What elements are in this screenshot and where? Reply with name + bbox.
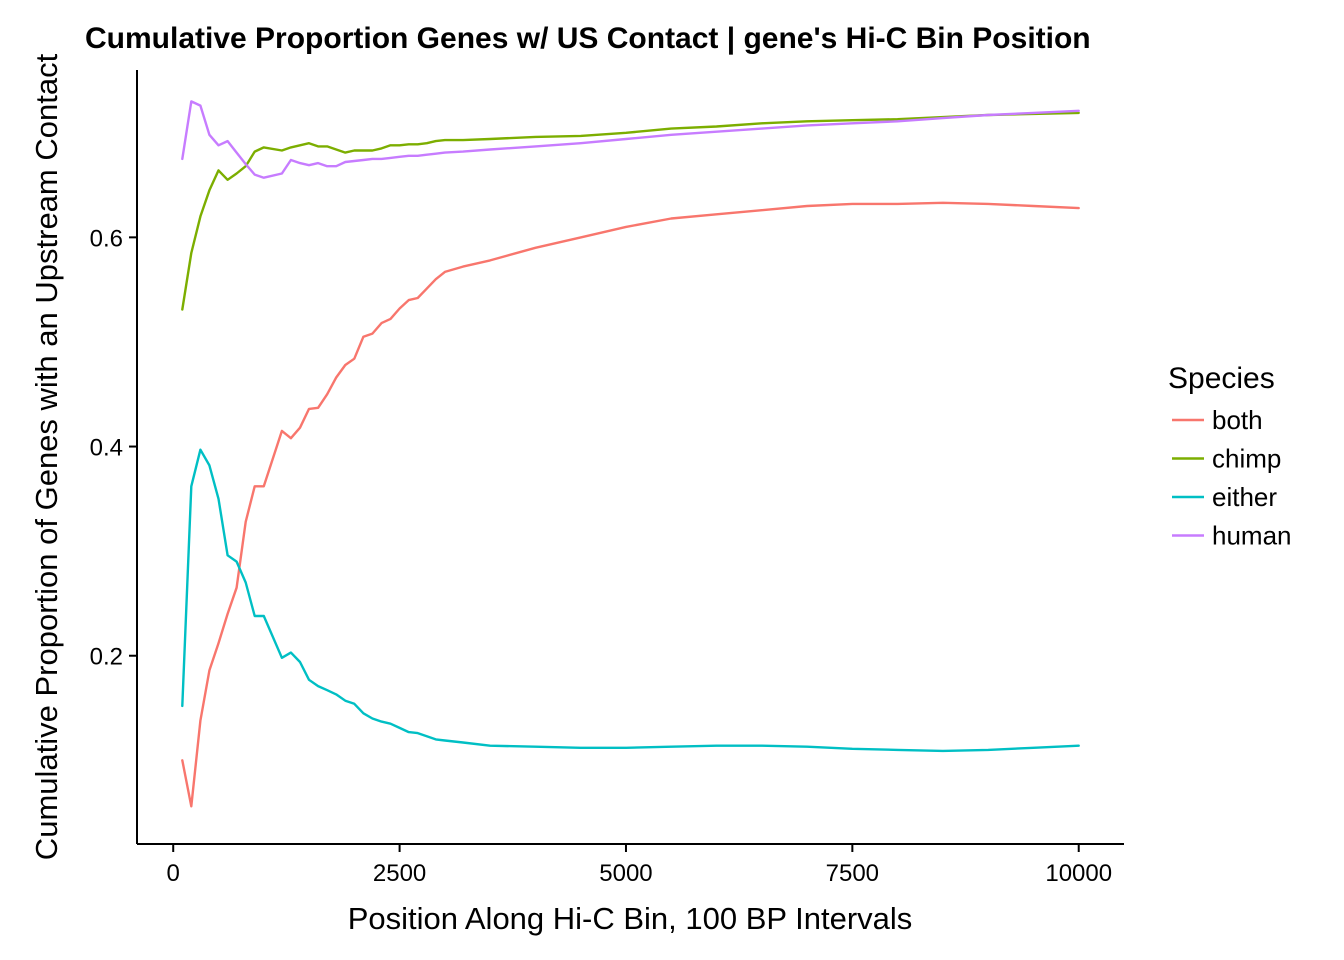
- x-tick-label: 5000: [599, 860, 652, 887]
- x-tick-label: 10000: [1045, 860, 1112, 887]
- plot-area: [181, 100, 1080, 808]
- legend-label-either: either: [1212, 482, 1277, 512]
- legend-label-both: both: [1212, 405, 1263, 435]
- legend-label-human: human: [1212, 521, 1292, 551]
- series-line-either: [181, 448, 1080, 753]
- legend-label-chimp: chimp: [1212, 444, 1281, 474]
- x-ticks: 0 2500 5000 7500 10000: [167, 844, 1112, 887]
- legend-title: Species: [1168, 362, 1275, 395]
- y-tick-label: 0.4: [90, 435, 123, 462]
- y-tick-label: 0.6: [90, 225, 123, 252]
- series-line-chimp: [181, 111, 1080, 311]
- x-tick-label: 7500: [826, 860, 879, 887]
- y-tick-label: 0.2: [90, 644, 123, 671]
- series-line-both: [181, 201, 1080, 808]
- x-tick-label: 0: [167, 860, 180, 887]
- chart-title: Cumulative Proportion Genes w/ US Contac…: [85, 22, 1091, 55]
- x-tick-label: 2500: [373, 860, 426, 887]
- y-axis-title: Cumulative Proportion of Genes with an U…: [29, 53, 64, 860]
- y-ticks: 0.2 0.4 0.6: [90, 225, 137, 671]
- series-line-human: [181, 100, 1080, 179]
- x-axis-title: Position Along Hi-C Bin, 100 BP Interval…: [348, 901, 913, 936]
- legend-items: both chimp either human: [1172, 405, 1292, 551]
- legend: Species both chimp either human: [1168, 362, 1292, 551]
